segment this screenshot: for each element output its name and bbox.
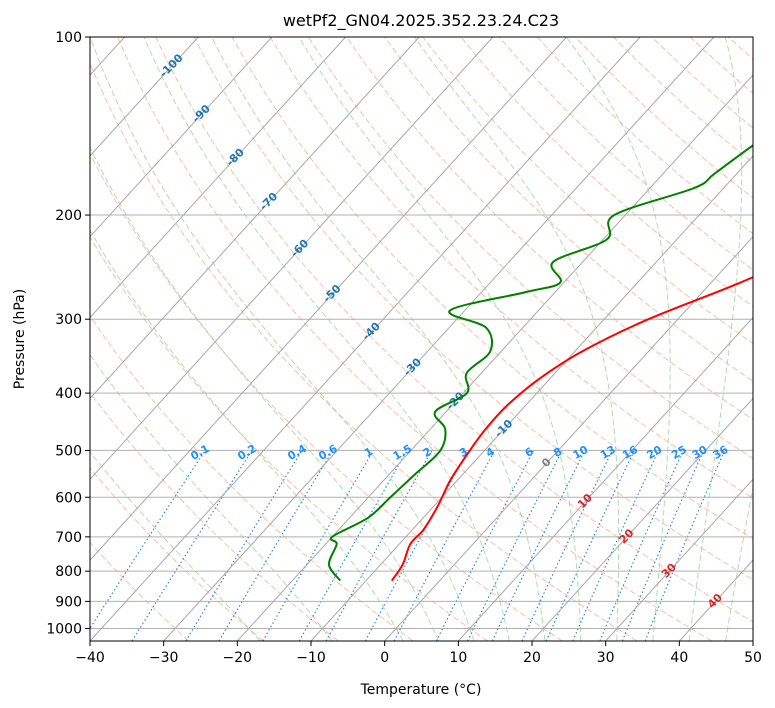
x-tick-label: −20 — [223, 650, 253, 666]
isotherm-line — [457, 316, 753, 641]
mixing-ratio-line — [599, 450, 684, 641]
y-tick-label: 900 — [55, 594, 82, 610]
dry-adiabat-line — [193, 37, 753, 581]
isotherm-line — [605, 478, 753, 641]
y-tick-label: 700 — [55, 530, 82, 546]
x-tick-label: 20 — [523, 650, 541, 666]
moist-adiabat-line — [688, 37, 743, 641]
temperature-profile-line — [390, 276, 753, 582]
y-tick-label: 100 — [55, 30, 82, 46]
mixing-ratio-line — [325, 450, 433, 641]
mixing-ratio-line — [364, 450, 469, 641]
y-tick-label: 400 — [55, 386, 82, 402]
dry-adiabat-line — [346, 37, 753, 421]
y-tick-label: 300 — [55, 312, 82, 328]
sounding-series — [327, 144, 753, 582]
y-tick-label: 800 — [55, 564, 82, 580]
moist-adiabat-line — [90, 37, 475, 641]
mixing-ratio-line — [572, 450, 660, 641]
y-tick-label: 500 — [55, 443, 82, 459]
dry-adiabat-line — [460, 37, 753, 308]
moist-adiabat-line — [211, 37, 546, 641]
dry-adiabat-line — [90, 235, 488, 641]
isotherm-line — [90, 37, 199, 157]
y-tick-label: 200 — [55, 208, 82, 224]
x-tick-label: −30 — [149, 650, 179, 666]
isotherm-line — [310, 155, 753, 641]
plot-area: 0.1 0.2 0.4 0.6 1 1.5 2 3 4 6 8 10 13 16 20 25 30 36-100-… — [90, 37, 753, 641]
mixing-ratio-line — [185, 450, 303, 641]
mixing-ratio-line — [621, 450, 705, 641]
moist-adiabat-line — [90, 451, 261, 641]
dewpoint-profile-line — [327, 144, 753, 582]
isotherm-line — [90, 37, 273, 238]
isotherm-line — [90, 37, 567, 561]
chart-title: wetPf2_GN04.2025.352.23.24.C23 — [283, 11, 559, 31]
x-axis-label: Temperature (°C) — [360, 682, 482, 698]
x-tick-label: 0 — [380, 650, 389, 666]
x-tick-label: −40 — [75, 650, 105, 666]
y-tick-label: 1000 — [46, 621, 82, 637]
moist-adiabat-line — [90, 146, 439, 641]
x-axis: −40 −30 −20 −10 0 10 20 30 40 50 — [75, 641, 762, 666]
dry-adiabat-line — [155, 37, 753, 623]
moist-adiabat-line — [90, 229, 404, 641]
isotherm-line — [163, 37, 715, 641]
moist-adiabat-line — [565, 37, 671, 641]
plot-frame — [89, 36, 754, 642]
isotherm-line — [384, 235, 753, 641]
dry-adiabat-line — [269, 37, 753, 499]
x-tick-label: −10 — [296, 650, 326, 666]
moist-adiabats — [90, 37, 753, 641]
moist-adiabat-line — [143, 37, 510, 641]
moist-adiabat-line — [414, 37, 620, 641]
isotherm-line — [90, 37, 494, 481]
dry-adiabat-line — [90, 152, 563, 641]
y-axis-label: Pressure (hPa) — [12, 289, 28, 389]
isotherms — [90, 37, 753, 641]
isotherm-line — [90, 37, 641, 641]
dry-adiabat-line — [90, 62, 638, 641]
dry-adiabat-line — [90, 467, 264, 641]
isotherm-line — [236, 74, 753, 641]
moist-adiabat-line — [298, 37, 582, 641]
dry-adiabat-line — [384, 37, 753, 382]
mixing-ratio-line — [435, 450, 535, 641]
isotherm-line — [90, 37, 346, 319]
mixing-ratio-line — [467, 450, 563, 641]
x-tick-label: 40 — [670, 650, 688, 666]
mixing-ratio-line — [298, 450, 408, 641]
pressure-grid — [90, 37, 753, 629]
isotherm-line — [531, 397, 753, 641]
y-tick-label: 600 — [55, 490, 82, 506]
mixing-ratio-line — [90, 450, 206, 630]
isotherm-line — [90, 37, 420, 400]
x-tick-label: 10 — [449, 650, 467, 666]
y-axis: 100 200 300 400 500 600 700 800 900 1000 — [46, 30, 90, 637]
x-tick-label: 30 — [597, 650, 615, 666]
x-tick-label: 50 — [744, 650, 762, 666]
